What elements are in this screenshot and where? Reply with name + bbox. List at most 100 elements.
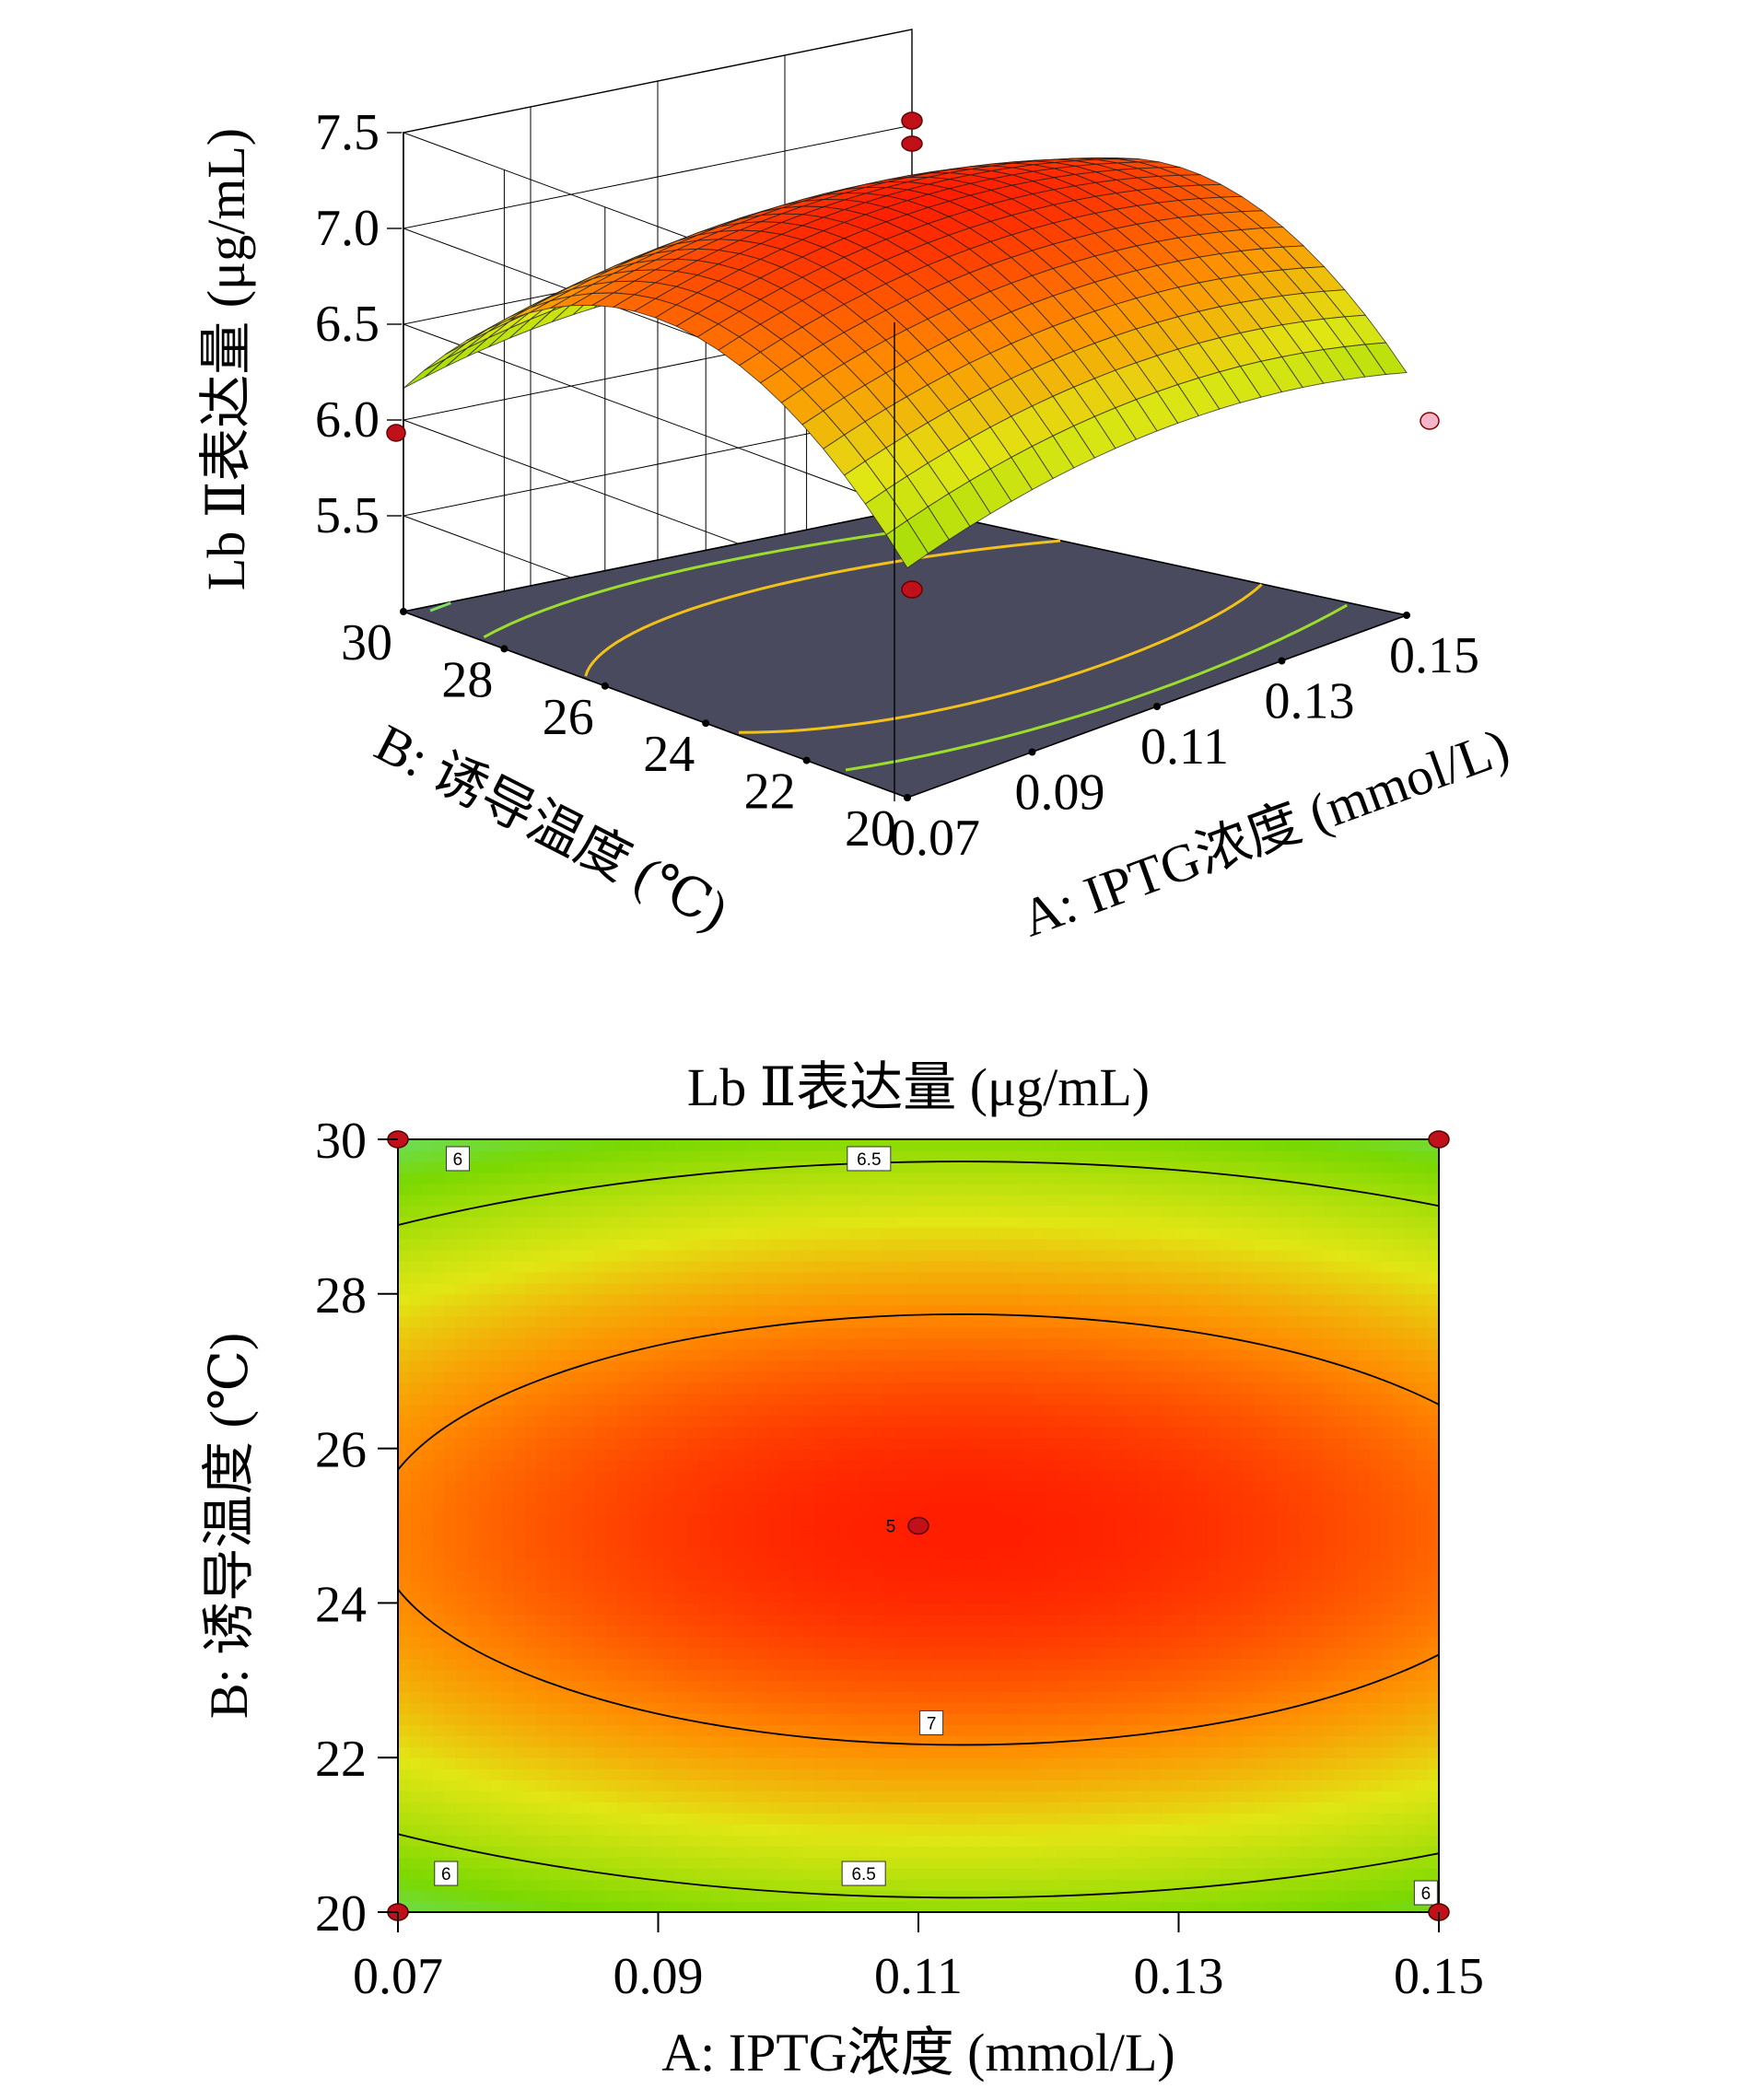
heatmap-cell — [814, 1857, 827, 1869]
heatmap-cell — [825, 1293, 838, 1306]
heatmap-cell — [525, 1149, 538, 1162]
heatmap-cell — [802, 1503, 815, 1516]
heatmap-cell — [790, 1359, 804, 1372]
heatmap-cell — [1103, 1691, 1116, 1703]
heatmap-cell — [906, 1824, 919, 1836]
heatmap-cell — [941, 1149, 954, 1162]
heatmap-cell — [756, 1581, 769, 1593]
heatmap-cell — [733, 1149, 746, 1162]
heatmap-cell — [929, 1680, 942, 1692]
heatmap-cell — [432, 1603, 445, 1615]
heatmap-cell — [398, 1404, 411, 1417]
heatmap-cell — [999, 1835, 1012, 1847]
heatmap-cell — [663, 1569, 676, 1582]
heatmap-cell — [432, 1791, 445, 1802]
heatmap-cell — [871, 1713, 884, 1725]
heatmap-cell — [1080, 1183, 1093, 1196]
heatmap-cell — [444, 1172, 457, 1184]
heatmap-cell — [1022, 1282, 1035, 1295]
heatmap-cell — [606, 1857, 619, 1869]
heatmap-cell — [536, 1890, 549, 1902]
heatmap-cell — [536, 1669, 549, 1681]
heatmap-cell — [536, 1249, 549, 1262]
heatmap-cell — [906, 1172, 919, 1184]
heatmap-cell — [652, 1304, 665, 1317]
heatmap-cell — [398, 1890, 411, 1902]
heatmap-cell — [733, 1437, 746, 1450]
heatmap-cell — [1034, 1271, 1046, 1284]
heatmap-cell — [1103, 1348, 1116, 1361]
heatmap-cell — [976, 1238, 988, 1251]
heatmap-cell — [409, 1536, 422, 1549]
heatmap-cell — [1011, 1161, 1023, 1173]
heatmap-cell — [941, 1625, 954, 1637]
heatmap-cell — [617, 1326, 630, 1339]
heatmap-cell — [652, 1592, 665, 1604]
heatmap-cell — [1046, 1337, 1058, 1350]
heatmap-cell — [548, 1448, 561, 1461]
heatmap-cell — [1022, 1536, 1035, 1549]
heatmap-cell — [502, 1359, 515, 1372]
heatmap-cell — [617, 1691, 630, 1703]
heatmap-cell — [733, 1282, 746, 1295]
heatmap-cell — [756, 1404, 769, 1417]
heatmap-cell — [1022, 1293, 1035, 1306]
heatmap-cell — [1022, 1547, 1035, 1560]
heatmap-cell — [640, 1404, 653, 1417]
heatmap-cell — [1011, 1437, 1023, 1450]
heatmap-cell — [629, 1724, 642, 1736]
heatmap-cell — [467, 1216, 480, 1229]
heatmap-cell — [663, 1857, 676, 1869]
heatmap-cell — [490, 1514, 503, 1527]
heatmap-cell — [1080, 1757, 1093, 1769]
heatmap-cell — [848, 1846, 861, 1858]
heatmap-cell — [1092, 1592, 1104, 1604]
heatmap-cell — [398, 1293, 411, 1306]
heatmap-cell — [478, 1448, 492, 1461]
heatmap-cell — [1057, 1547, 1069, 1560]
heatmap-cell — [1057, 1348, 1069, 1361]
heatmap-cell — [710, 1382, 723, 1394]
heatmap-cell — [536, 1779, 549, 1791]
heatmap-cell — [513, 1691, 526, 1703]
heatmap-cell — [409, 1448, 422, 1461]
heatmap-cell — [1011, 1603, 1023, 1615]
heatmap-cell — [548, 1194, 561, 1207]
heatmap-cell — [1034, 1824, 1046, 1836]
heatmap-cell — [802, 1271, 815, 1284]
heatmap-cell — [848, 1194, 861, 1207]
heatmap-cell — [894, 1348, 908, 1361]
heatmap-cell — [629, 1205, 642, 1218]
heatmap-cell — [444, 1713, 457, 1725]
heatmap-cell — [894, 1293, 908, 1306]
heatmap-cell — [733, 1569, 746, 1582]
heatmap-cell — [1057, 1326, 1069, 1339]
heatmap-cell — [675, 1558, 688, 1571]
heatmap-cell — [432, 1337, 445, 1350]
heatmap-cell — [871, 1172, 884, 1184]
heatmap-cell — [663, 1581, 676, 1593]
heatmap-cell — [825, 1757, 838, 1769]
heatmap-cell — [952, 1282, 965, 1295]
heatmap-cell — [686, 1558, 700, 1571]
heatmap-cell — [871, 1249, 884, 1262]
heatmap-cell — [686, 1603, 700, 1615]
heatmap-cell — [606, 1702, 619, 1714]
heatmap-cell — [571, 1791, 584, 1802]
heatmap-cell — [502, 1525, 515, 1538]
heatmap-cell — [617, 1337, 630, 1350]
heatmap-cell — [409, 1249, 422, 1262]
heatmap-cell — [652, 1625, 665, 1637]
heatmap-cell — [1034, 1304, 1046, 1317]
heatmap-cell — [582, 1304, 596, 1317]
heatmap-cell — [606, 1470, 619, 1483]
heatmap-cell — [444, 1437, 457, 1450]
heatmap-cell — [398, 1227, 411, 1240]
heatmap-cell — [686, 1735, 700, 1747]
heatmap-cell — [617, 1260, 630, 1273]
heatmap-cell — [617, 1183, 630, 1196]
heatmap-cell — [455, 1592, 468, 1604]
heatmap-cell — [733, 1216, 746, 1229]
heatmap-cell — [860, 1183, 873, 1196]
heatmap-cell — [490, 1824, 503, 1836]
